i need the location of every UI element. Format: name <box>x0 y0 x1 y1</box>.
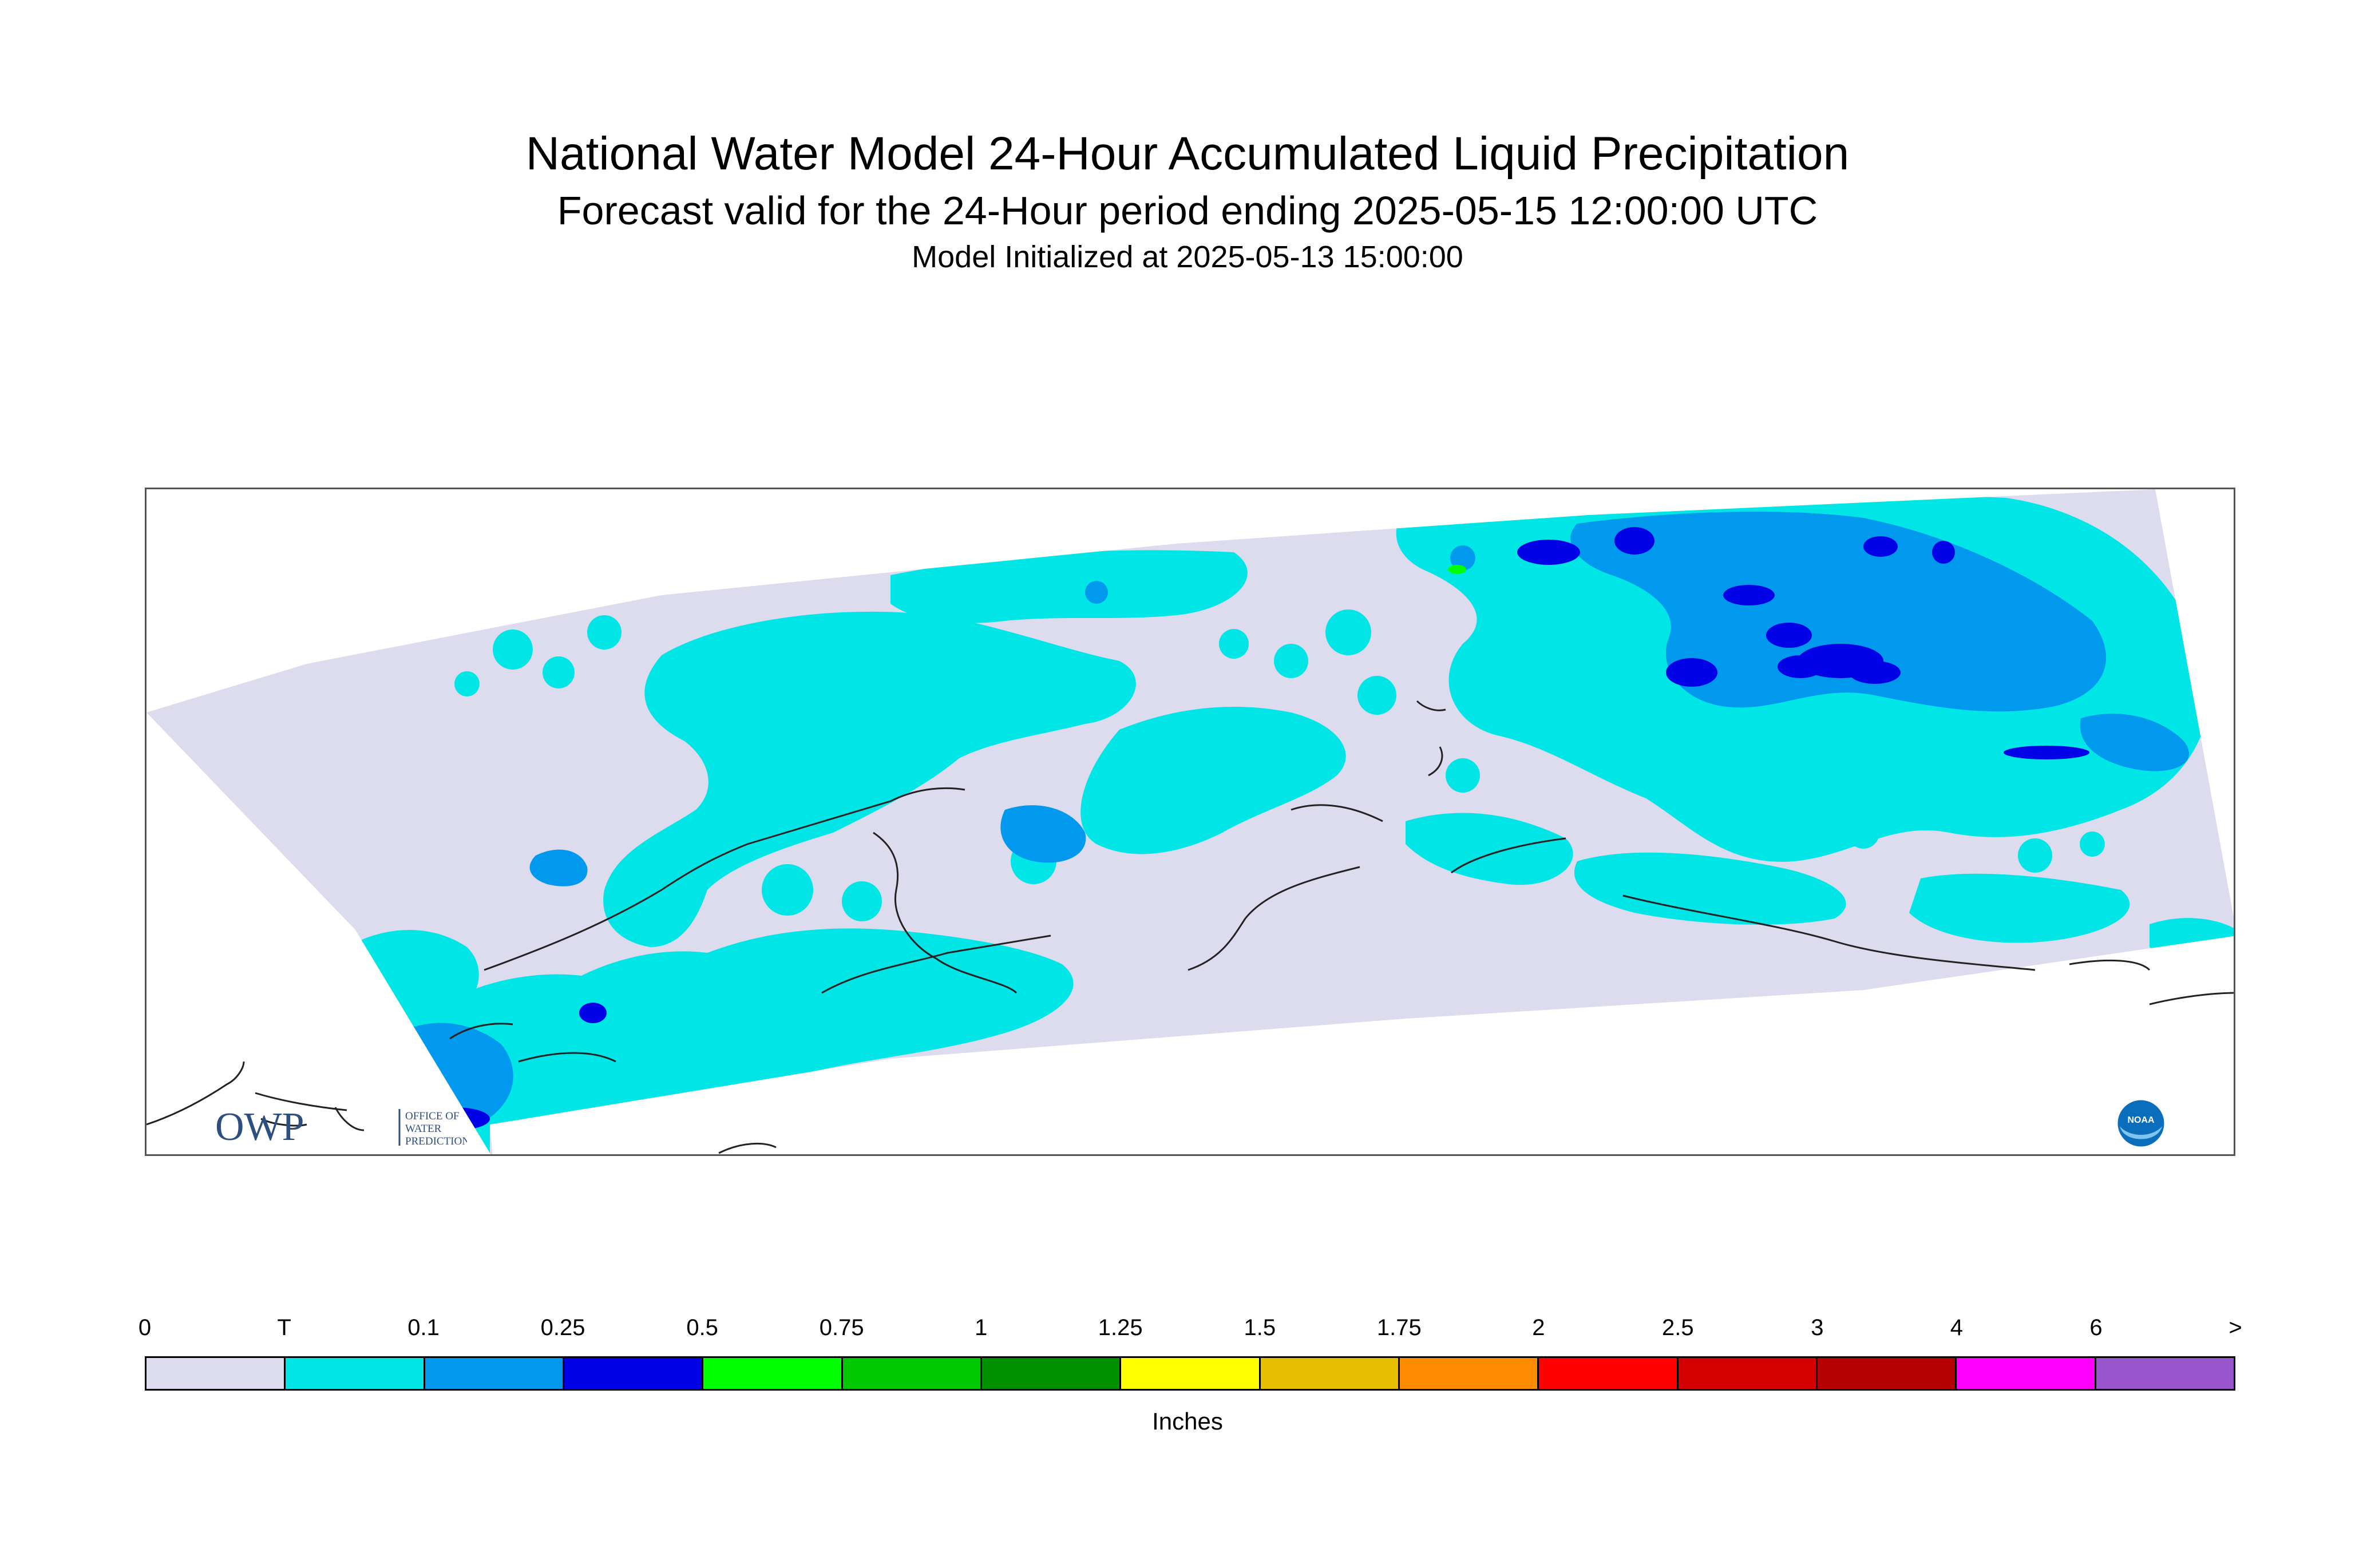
legend-swatch <box>981 1358 1122 1389</box>
legend-tick-label: 6 <box>2089 1315 2103 1340</box>
legend-tick-label: 0.25 <box>540 1315 585 1340</box>
legend-tick-label: 0.5 <box>686 1315 718 1340</box>
legend-tick-label: 0.1 <box>407 1315 440 1340</box>
legend-tick-label: > <box>2228 1315 2242 1340</box>
legend-swatch <box>286 1358 425 1389</box>
precip-field <box>341 492 2234 1154</box>
legend-tick-label: 1.25 <box>1098 1315 1143 1340</box>
owp-line-2: WATER <box>405 1123 442 1135</box>
legend-swatch <box>1260 1358 1400 1389</box>
legend-swatch <box>425 1358 564 1389</box>
owp-logo-icon: OWP OFFICE OF WATER PREDICTION <box>215 1104 467 1150</box>
owp-mark: OWP <box>215 1105 304 1149</box>
legend-units: Inches <box>1152 1408 1223 1435</box>
model-init-line: Model Initialized at 2025-05-13 15:00:00 <box>912 240 1463 274</box>
legend-swatch <box>1678 1358 1818 1389</box>
legend-tick-label: 0 <box>138 1315 152 1340</box>
legend-tick-label: 0.75 <box>819 1315 864 1340</box>
precipitation-map: OWP OFFICE OF WATER PREDICTION NOAA <box>145 488 2235 1156</box>
legend-tick-label: 1 <box>975 1315 988 1340</box>
legend-tick-label: 2.5 <box>1662 1315 1694 1340</box>
legend-tick-label: 4 <box>1950 1315 1964 1340</box>
map-canvas <box>147 489 2234 1154</box>
legend-tick-label: 3 <box>1811 1315 1824 1340</box>
legend-swatch <box>2096 1358 2234 1389</box>
legend-swatch <box>1957 1358 2096 1389</box>
legend-swatch <box>842 1358 982 1389</box>
legend-swatch <box>1539 1358 1679 1389</box>
legend-tick-label: T <box>277 1315 291 1340</box>
legend-swatch <box>703 1358 843 1389</box>
chart-title: National Water Model 24-Hour Accumulated… <box>525 128 1850 180</box>
legend-swatch <box>1121 1358 1261 1389</box>
owp-line-3: PREDICTION <box>405 1135 467 1147</box>
noaa-logo-icon: NOAA <box>2115 1098 2167 1149</box>
legend-swatch <box>147 1358 286 1389</box>
coastlines <box>147 700 2234 1154</box>
legend-tick-label: 1.5 <box>1244 1315 1276 1340</box>
legend-tick-label: 1.75 <box>1376 1315 1422 1340</box>
legend-swatch <box>1399 1358 1539 1389</box>
owp-line-1: OFFICE OF <box>405 1110 460 1122</box>
legend-swatch <box>564 1358 704 1389</box>
legend-colorbar <box>145 1356 2235 1391</box>
noaa-text: NOAA <box>2127 1115 2155 1125</box>
chart-subtitle: Forecast valid for the 24-Hour period en… <box>557 188 1818 233</box>
legend-tick-label: 2 <box>1532 1315 1545 1340</box>
legend-swatch <box>1817 1358 1957 1389</box>
